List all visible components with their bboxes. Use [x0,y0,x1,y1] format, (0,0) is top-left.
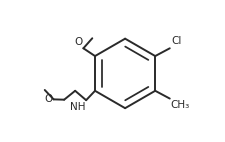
Text: Cl: Cl [170,36,181,46]
Text: NH: NH [70,102,85,112]
Text: O: O [44,94,53,104]
Text: CH₃: CH₃ [170,101,189,110]
Text: O: O [74,37,82,47]
